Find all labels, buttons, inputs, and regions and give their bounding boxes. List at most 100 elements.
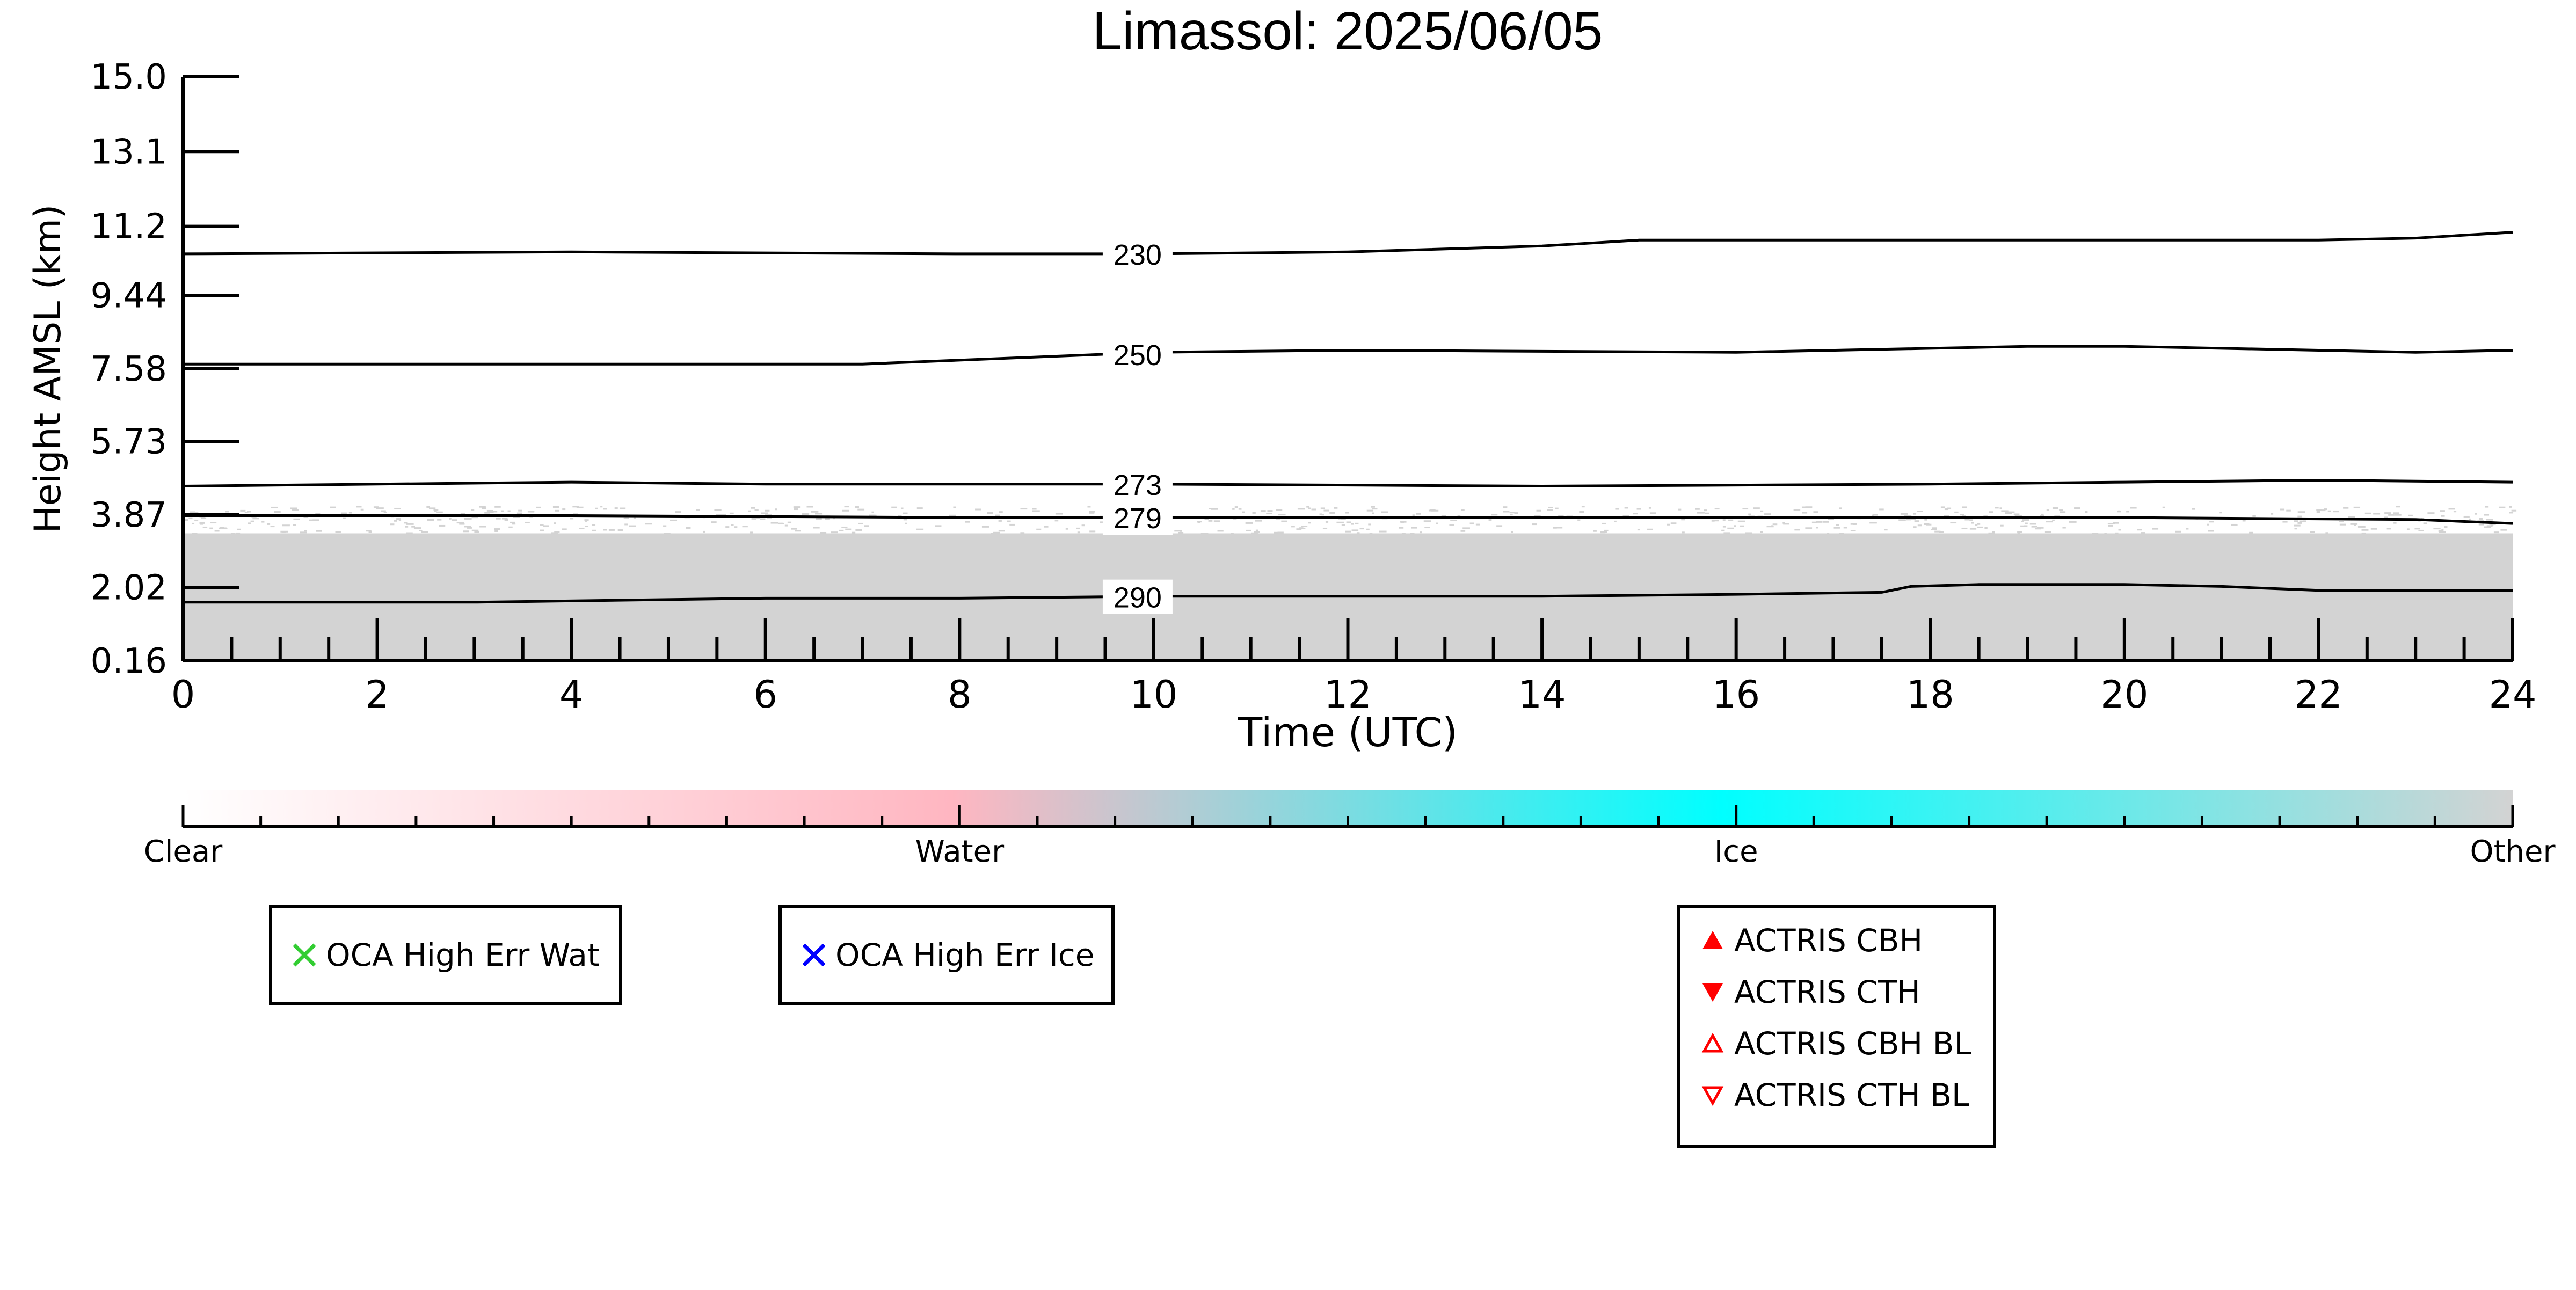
speckle-mark: [1964, 519, 1970, 521]
speckle-mark: [2469, 518, 2471, 520]
speckle-mark: [791, 528, 797, 530]
speckle-mark: [916, 528, 924, 530]
speckle-mark: [1722, 519, 1726, 521]
speckle-mark: [1252, 512, 1256, 514]
speckle-mark: [2384, 516, 2388, 519]
speckle-mark: [2364, 512, 2371, 514]
speckle-mark: [2339, 523, 2346, 526]
speckle-mark: [406, 523, 414, 525]
speckle-mark: [1910, 518, 1916, 520]
speckle-mark: [471, 509, 475, 511]
speckle-mark: [1255, 529, 1258, 531]
speckle-mark: [816, 518, 822, 520]
speckle-mark: [675, 511, 682, 513]
legend-oca-ice: OCA High Err Ice: [778, 905, 1115, 1005]
speckle-mark: [815, 513, 823, 515]
speckle-mark: [965, 521, 970, 523]
speckle-mark: [2444, 526, 2448, 528]
speckle-mark: [383, 511, 387, 513]
speckle-mark: [584, 519, 589, 521]
speckle-mark: [413, 527, 421, 529]
speckle-mark: [845, 528, 852, 530]
speckle-mark: [1254, 531, 1260, 533]
speckle-mark: [551, 532, 558, 534]
speckle-mark: [2059, 509, 2063, 511]
y-tick-label: 9.44: [91, 276, 168, 316]
speckle-mark: [1510, 514, 1513, 516]
speckle-mark: [494, 530, 498, 532]
speckle-mark: [1032, 510, 1040, 512]
speckle-mark: [2438, 530, 2442, 532]
speckle-mark: [2509, 512, 2514, 514]
speckle-mark: [1931, 527, 1937, 529]
speckle-mark: [1553, 527, 1557, 529]
contour-line-273: [183, 478, 2513, 488]
speckle-mark: [1036, 528, 1042, 530]
speckle-mark: [2294, 524, 2301, 527]
speckle-mark: [315, 513, 321, 515]
speckle-mark: [2509, 506, 2512, 508]
legend-item: OCA High Err Ice: [782, 908, 1111, 1002]
speckle-mark: [750, 531, 753, 534]
speckle-mark: [2511, 509, 2517, 512]
speckle-mark: [1503, 506, 1508, 508]
speckle-mark: [496, 518, 501, 520]
speckle-mark: [1319, 513, 1322, 515]
speckle-mark: [2294, 520, 2298, 522]
speckle-mark: [540, 529, 544, 531]
speckle-mark: [1323, 509, 1329, 512]
speckle-mark: [1475, 523, 1480, 526]
speckle-mark: [360, 508, 364, 511]
x-tick-label: 14: [1518, 673, 1566, 717]
speckle-mark: [1745, 532, 1752, 534]
speckle-mark: [2394, 514, 2402, 516]
y-tick-label: 5.73: [91, 422, 168, 462]
speckle-mark: [192, 522, 195, 524]
speckle-mark: [1032, 508, 1037, 510]
speckle-mark: [1577, 519, 1581, 521]
speckle-mark: [1850, 523, 1856, 525]
speckle-mark: [1081, 524, 1085, 527]
speckle-mark: [1873, 514, 1878, 516]
speckle-mark: [1491, 514, 1498, 516]
speckle-mark: [1320, 507, 1325, 509]
speckle-mark: [2339, 521, 2344, 523]
speckle-mark: [394, 507, 401, 509]
speckle-mark: [240, 509, 246, 512]
speckle-mark: [1311, 508, 1316, 511]
speckle-mark: [2219, 512, 2222, 514]
x-tick-label: 16: [1712, 673, 1760, 717]
speckle-mark: [2271, 513, 2274, 515]
speckle-mark: [2000, 524, 2004, 527]
speckle-mark: [595, 507, 598, 509]
speckle-mark: [464, 526, 471, 528]
speckle-mark: [778, 522, 783, 524]
speckle-mark: [1267, 510, 1273, 512]
legend-label: ACTRIS CTH BL: [1734, 1077, 1969, 1113]
speckle-mark: [1913, 526, 1917, 528]
speckle-mark: [1371, 506, 1375, 508]
speckle-mark: [2040, 515, 2044, 517]
x-tick-label: 24: [2488, 673, 2536, 717]
speckle-mark: [999, 511, 1003, 513]
speckle-mark: [2280, 508, 2285, 511]
speckle-mark: [1089, 530, 1096, 533]
speckle-mark: [1712, 520, 1719, 522]
speckle-mark: [2316, 511, 2320, 513]
speckle-mark: [1558, 515, 1564, 517]
speckle-mark: [1325, 521, 1329, 523]
x-tick-label: 6: [753, 673, 777, 717]
speckle-mark: [1624, 507, 1628, 509]
speckle-mark: [760, 518, 766, 520]
speckle-mark: [2046, 521, 2053, 523]
speckle-mark: [2013, 513, 2020, 515]
speckle-mark: [1727, 527, 1734, 529]
speckle-mark: [614, 507, 618, 509]
speckle-mark: [903, 512, 908, 514]
speckle-mark: [1276, 509, 1283, 511]
speckle-mark: [2386, 528, 2391, 530]
speckle-mark: [839, 529, 844, 531]
speckle-mark: [1496, 525, 1503, 527]
speckle-mark: [2477, 520, 2484, 522]
speckle-mark: [572, 506, 579, 508]
